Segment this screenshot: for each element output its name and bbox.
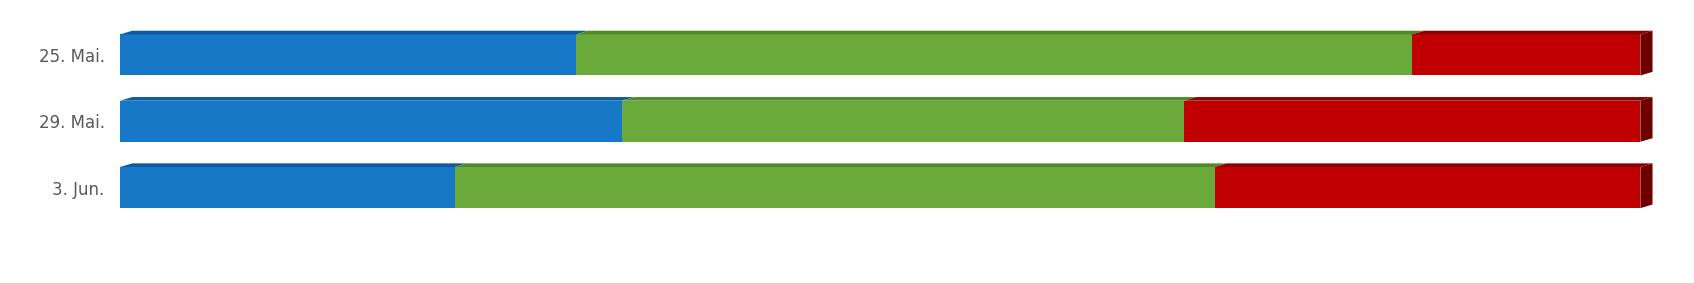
- Polygon shape: [454, 163, 1226, 167]
- Bar: [120, 101, 622, 142]
- Polygon shape: [1640, 163, 1653, 208]
- Bar: [120, 167, 454, 208]
- Polygon shape: [1184, 97, 1653, 101]
- Bar: [576, 34, 1413, 76]
- Polygon shape: [120, 163, 468, 167]
- Bar: [120, 34, 576, 76]
- Polygon shape: [1215, 163, 1653, 167]
- Polygon shape: [1413, 31, 1653, 34]
- Bar: [1184, 101, 1640, 142]
- Polygon shape: [1640, 31, 1653, 76]
- Bar: [454, 167, 1215, 208]
- Bar: [1215, 167, 1640, 208]
- Bar: [1413, 34, 1640, 76]
- Bar: [622, 101, 1184, 142]
- Polygon shape: [622, 97, 1196, 101]
- Polygon shape: [1640, 97, 1653, 142]
- Polygon shape: [120, 97, 634, 101]
- Polygon shape: [120, 31, 588, 34]
- Polygon shape: [576, 31, 1425, 34]
